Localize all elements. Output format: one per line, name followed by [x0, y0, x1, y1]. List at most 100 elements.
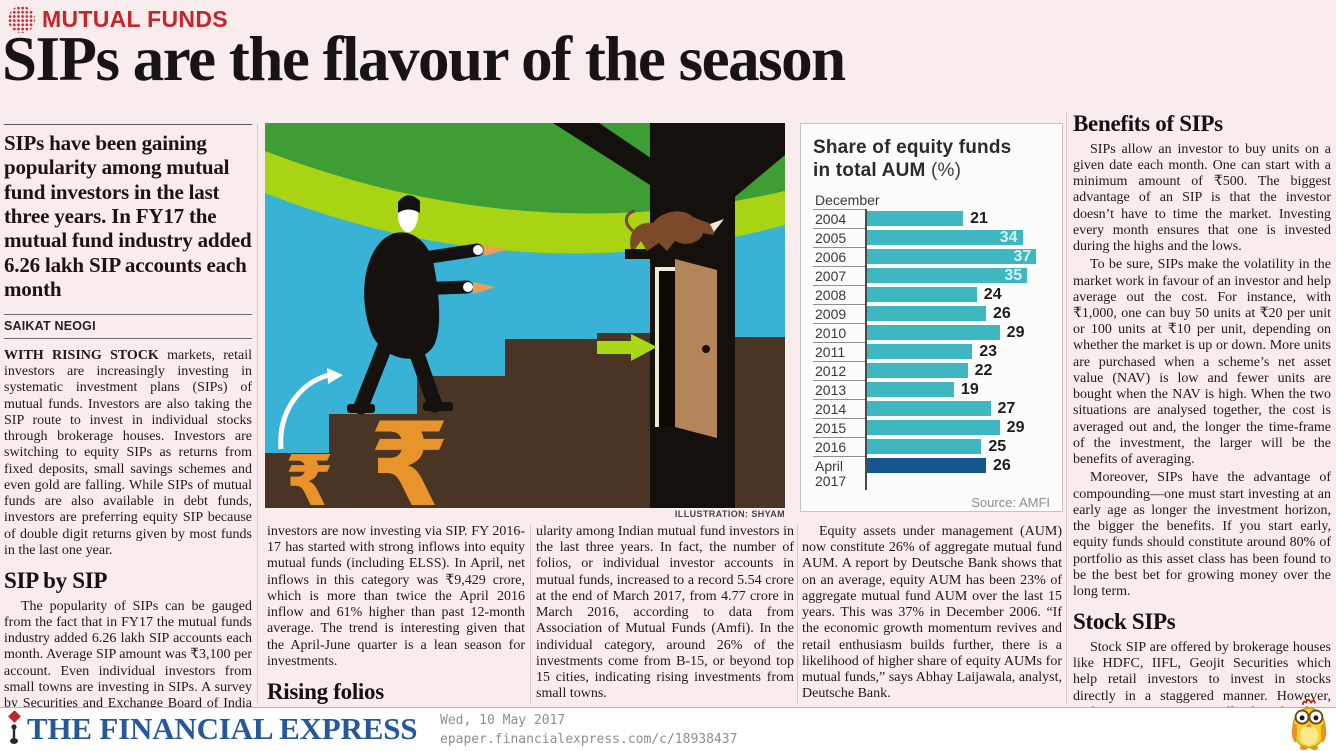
column-3: ularity among Indian mutual fund investo…: [536, 524, 794, 705]
chart-bar-value: 29: [1006, 323, 1025, 341]
lead-bold-text: WITH RISING STOCK: [4, 348, 159, 364]
chart-year-label: 2010: [813, 322, 865, 342]
chart-bar: [867, 438, 982, 454]
door-arrow-icon: [597, 334, 657, 361]
chart-bar-value: 24: [983, 285, 1002, 303]
chart-bar-value: 25: [988, 437, 1007, 455]
benefits-paragraph-1: SIPs allow an investor to buy units on a…: [1073, 141, 1331, 255]
epaper-url: epaper.financialexpress.com/c/18938437: [440, 731, 738, 747]
chart-title-unit: (%): [931, 159, 962, 181]
col3-paragraph: ularity among Indian mutual fund investo…: [536, 524, 794, 702]
climbing-investor: [347, 195, 508, 415]
masthead-wordmark: THE FINANCIAL EXPRESS: [27, 711, 418, 746]
chart-bar-value: 37: [1013, 247, 1032, 265]
col4-paragraph: Equity assets under management (AUM) now…: [802, 524, 1062, 702]
chart-bar-value: 26: [992, 456, 1011, 474]
byline: SAIKAT NEOGI: [4, 313, 252, 340]
column-rule: [530, 524, 531, 705]
chart-bar-area: 29: [865, 417, 1050, 437]
chart-year-label: 2015: [813, 417, 865, 437]
section-heading-sip-by-sip: SIP by SIP: [4, 568, 108, 594]
chart-bar: [867, 343, 973, 359]
section-heading-rising-folios: Rising folios: [267, 679, 384, 705]
chart-year-label: 2013: [813, 379, 865, 399]
bull-figure: [625, 209, 724, 251]
halftone-dot-icon: [8, 6, 35, 33]
chart-bar-value: 22: [974, 361, 993, 379]
chart-year-label: 2008: [813, 284, 865, 304]
chart-bar: [867, 324, 1000, 340]
chart-year-label: 2012: [813, 360, 865, 380]
column-rule: [257, 124, 258, 705]
chart-row: April 2017 26: [813, 455, 1050, 490]
owl-mascot-icon: [1291, 698, 1327, 751]
masthead: THE FINANCIAL EXPRESS: [6, 711, 417, 747]
financial-express-emblem-icon: [8, 711, 21, 744]
chart-row: 2004 21: [813, 208, 1050, 228]
column-rule: [1066, 111, 1067, 705]
chart-bar: [867, 400, 991, 416]
chart-bar-area: 23: [865, 341, 1050, 361]
chart-bar-area: 19: [865, 379, 1050, 399]
column-2: investors are now investing via SIP. FY …: [267, 524, 525, 728]
lead-paragraph: WITH RISING STOCK markets, retail invest…: [4, 348, 252, 559]
chart-bar: [867, 305, 986, 321]
chart-row: 2015 29: [813, 417, 1050, 437]
column-1: SIPs have been gaining popularity among …: [4, 124, 252, 747]
chart-bar-area: 22: [865, 360, 1050, 380]
benefits-paragraph-2: To be sure, SIPs make the volatility in …: [1073, 257, 1331, 468]
staircase: [265, 333, 785, 508]
chart-year-label: 2011: [813, 341, 865, 361]
section-heading-benefits: Benefits of SIPs: [1073, 111, 1223, 136]
chart-axis-label: December: [815, 191, 880, 208]
chart-bar-value: 35: [1004, 266, 1023, 284]
chart-rows: 2004 21 2005 34 2006 37 2007 35 2008 24 2009 26 2010…: [813, 208, 1050, 490]
doorway: [655, 259, 717, 438]
chart-row: 2012 22: [813, 360, 1050, 380]
chart-bar-area: 27: [865, 398, 1050, 418]
chart-year-label: 2006: [813, 246, 865, 266]
chart-bar: [867, 362, 968, 378]
article-deck: SIPs have been gaining popularity among …: [4, 131, 252, 302]
chart-row: 2014 27: [813, 398, 1050, 418]
chart-bar: [867, 210, 964, 226]
sip-illustration: ₹ ₹: [265, 123, 785, 508]
chart-bar-value: 19: [960, 380, 979, 398]
epaper-stamp: Wed, 10 May 2017 epaper.financialexpress…: [440, 712, 737, 750]
chart-bar: 34: [867, 228, 1023, 246]
chart-bar-value: 21: [970, 209, 988, 227]
chart-title-line1: Share of equity funds: [813, 137, 1012, 158]
chart-title-line2: in total AUM: [813, 159, 926, 181]
chart-bar-area: 37: [865, 246, 1050, 266]
chart-row: 2009 26: [813, 303, 1050, 323]
chart-bar: 37: [867, 247, 1037, 265]
chart-bar-value: 26: [992, 304, 1011, 322]
chart-source: Source: AMFI: [971, 494, 1050, 510]
chart-bar-value: 29: [1006, 418, 1025, 436]
chart-row: 2010 29: [813, 322, 1050, 342]
chart-row: 2013 19: [813, 379, 1050, 399]
chart-bar-area: 26: [865, 455, 1050, 490]
benefits-paragraph-3: Moreover, SIPs have the advantage of com…: [1073, 470, 1331, 599]
chart-bar-area: 21: [865, 208, 1050, 228]
epaper-footer: THE FINANCIAL EXPRESS Wed, 10 May 2017 e…: [0, 707, 1336, 751]
growth-curve-arrow-icon: [278, 368, 343, 450]
chart-row: 2006 37: [813, 246, 1050, 266]
aum-chart-card: Share of equity funds in total AUM (%) D…: [800, 123, 1063, 512]
col2-paragraph: investors are now investing via SIP. FY …: [267, 524, 525, 669]
chart-row: 2008 24: [813, 284, 1050, 304]
article-headline: SIPs are the flavour of the season: [2, 24, 846, 94]
chart-bar-area: 34: [865, 227, 1050, 247]
chart-year-label: 2016: [813, 436, 865, 456]
chart-year-label: 2014: [813, 398, 865, 418]
chart-bar: [867, 286, 977, 302]
chart-row: 2005 34: [813, 227, 1050, 247]
chart-bar: [867, 381, 954, 397]
chart-bar: [867, 419, 1000, 435]
chart-year-label: 2009: [813, 303, 865, 323]
chart-bar-value: 34: [999, 228, 1018, 246]
column-4: Equity assets under management (AUM) now…: [802, 524, 1062, 705]
chart-year-label: April 2017: [813, 455, 865, 490]
chart-bar-area: 29: [865, 322, 1050, 342]
chart-year-label: 2005: [813, 227, 865, 247]
